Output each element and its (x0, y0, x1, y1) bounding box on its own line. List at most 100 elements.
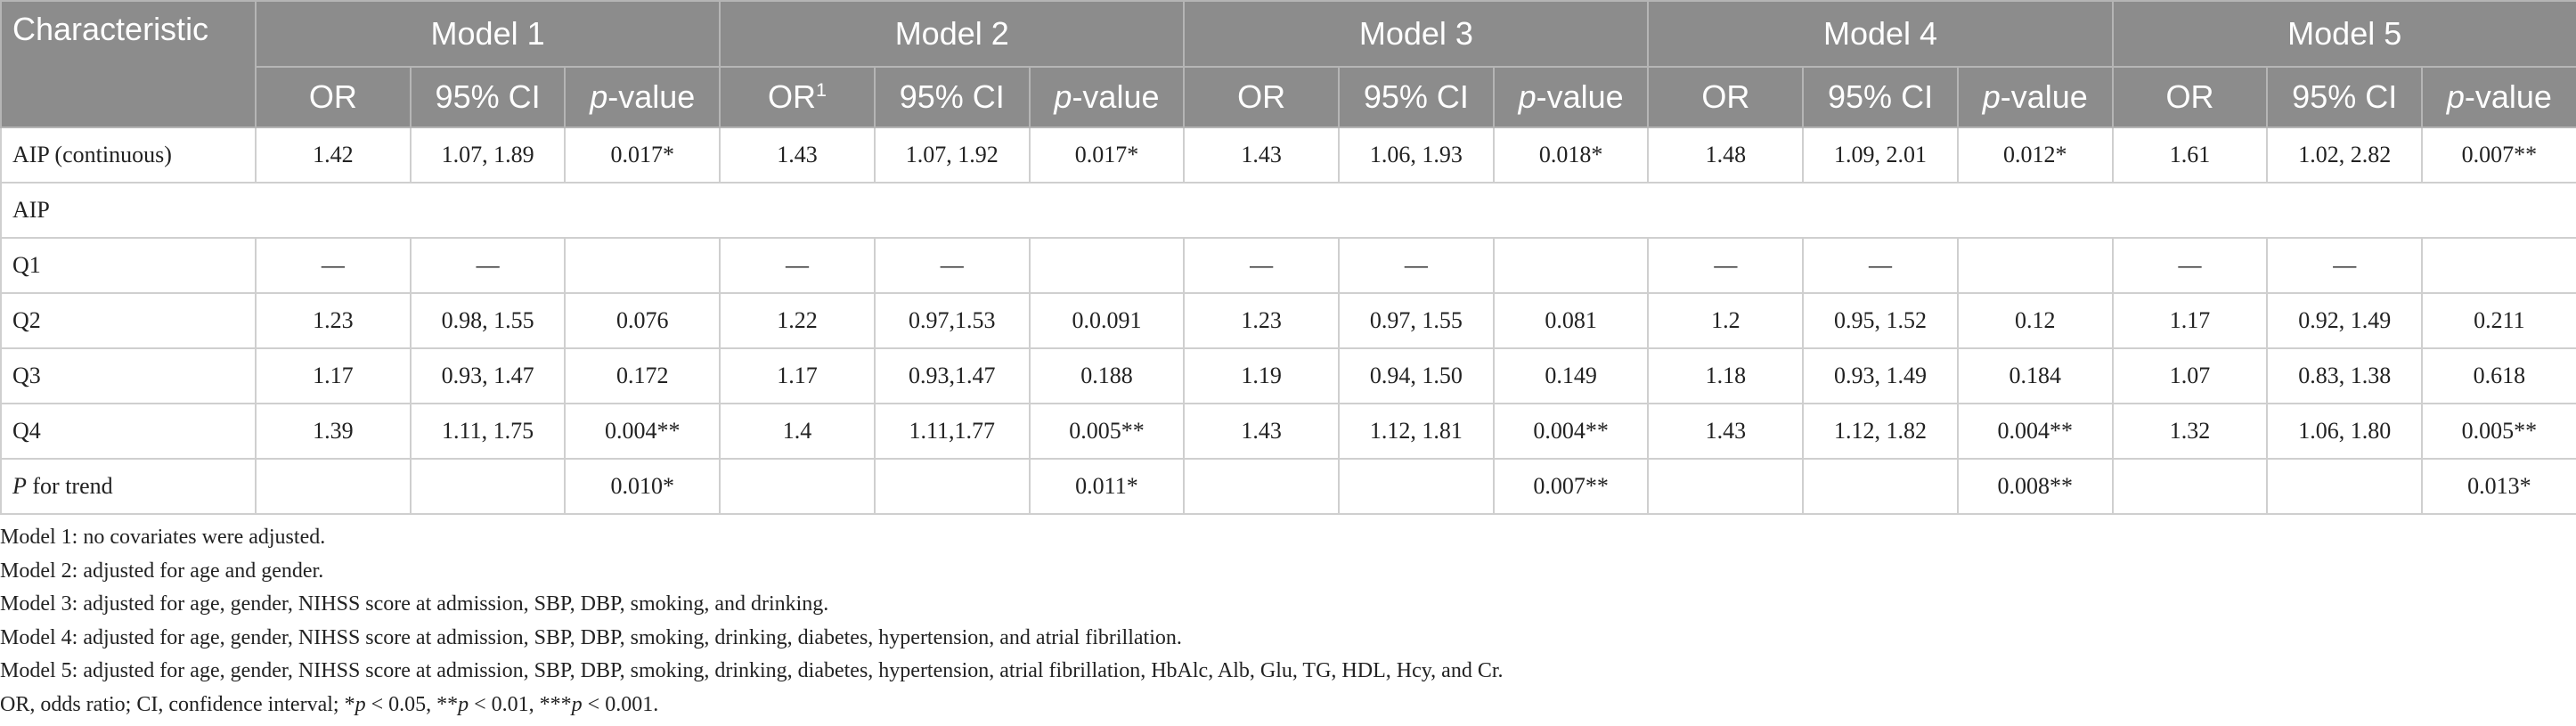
subheader-row: OR 95% CI p-value OR1 95% CI p-value OR 95% CI p… (1, 66, 2576, 128)
table-cell: 0.97,1.53 (873, 292, 1031, 349)
table-row: AIP (continuous) 1.42 1.07, 1.89 0.017* 1.43… (0, 126, 2576, 184)
corner-header: Characteristic (0, 0, 257, 128)
table-cell: 0.184 (1956, 347, 2114, 404)
row-label: Q2 (0, 292, 257, 349)
text-segment: Q1 (12, 252, 41, 278)
table-cell: 1.22 (719, 292, 876, 349)
text-segment: 95% CI (435, 78, 541, 115)
row-label: Q1 (0, 237, 257, 294)
column-header: OR (1183, 66, 1341, 128)
text-segment: 95% CI (1828, 78, 1934, 115)
text-segment: < 0.01, *** (469, 692, 572, 716)
table-cell: — (1338, 237, 1495, 294)
table-cell (1956, 237, 2114, 294)
table-cell: 1.4 (719, 403, 876, 460)
table-cell: 0.93,1.47 (873, 347, 1031, 404)
table-cell: 1.06, 1.93 (1338, 126, 1495, 184)
table-cell: 1.07, 1.92 (873, 126, 1031, 184)
table-cell: 0.93, 1.47 (409, 347, 567, 404)
table-row: Q3 1.17 0.93, 1.47 0.172 1.17 0.93,1.47 0.188 1… (0, 347, 2576, 404)
model-header: Model 3 (1183, 0, 1650, 68)
row-label: AIP (0, 182, 2576, 239)
column-header: OR (255, 66, 412, 128)
text-segment: 95% CI (2292, 78, 2398, 115)
text-segment: OR (308, 78, 357, 115)
footnote: OR, odds ratio; CI, confidence interval;… (0, 689, 1504, 722)
table-cell (255, 458, 412, 515)
table-cell (2266, 458, 2424, 515)
text-segment: p (2446, 78, 2465, 115)
table-cell: — (2111, 237, 2269, 294)
table-row: Q1— — — — — — — — — — (0, 237, 2576, 294)
column-header: 95% CI (2266, 66, 2424, 128)
table-cell: 1.11,1.77 (873, 403, 1031, 460)
table-cell: 0.97, 1.55 (1338, 292, 1495, 349)
text-segment: OR, odds ratio; CI, confidence interval;… (0, 692, 355, 716)
table-cell (1028, 237, 1186, 294)
table-cell: 0.012* (1956, 126, 2114, 184)
table-cell: — (873, 237, 1031, 294)
table-cell (1802, 458, 1959, 515)
footnote: Model 1: no covariates were adjusted. (0, 521, 1504, 555)
table-cell: 1.07 (2111, 347, 2269, 404)
column-header: p-value (564, 66, 721, 128)
table-cell: 0.92, 1.49 (2266, 292, 2424, 349)
table-cell: — (255, 237, 412, 294)
row-label: Q3 (0, 347, 257, 404)
table-cell: 1.43 (1647, 403, 1805, 460)
table-cell: 0.007** (2421, 126, 2576, 184)
table-cell: 0.149 (1492, 347, 1650, 404)
model-header: Model 2 (719, 0, 1186, 68)
row-label: P for trend (0, 458, 257, 515)
table-cell: 0.013* (2421, 458, 2576, 515)
text-segment: OR (1701, 78, 1750, 115)
table-cell: 1.17 (719, 347, 876, 404)
table-cell: 0.172 (564, 347, 721, 404)
text-segment: -value (2464, 78, 2552, 115)
table-cell (873, 458, 1031, 515)
text-segment: p (1982, 78, 2001, 115)
column-header: 95% CI (1802, 66, 1959, 128)
table-cell: 0.95, 1.52 (1802, 292, 1959, 349)
table-cell: 0.98, 1.55 (409, 292, 567, 349)
table-cell: 0.076 (564, 292, 721, 349)
text-segment: Q2 (12, 307, 41, 333)
table-cell: 0.017* (564, 126, 721, 184)
text-segment: -value (2000, 78, 2088, 115)
column-header: OR (2111, 66, 2269, 128)
table-cell: 1.43 (719, 126, 876, 184)
table-cell: 1.12, 1.82 (1802, 403, 1959, 460)
table-cell: 1.39 (255, 403, 412, 460)
table-cell: 1.43 (1183, 126, 1341, 184)
model-header: Model 5 (2111, 0, 2576, 68)
table-cell: 1.18 (1647, 347, 1805, 404)
table-cell: 1.09, 2.01 (1802, 126, 1959, 184)
header-row: Characteristic Model 1 Model 2 Model 3 Mode… (0, 0, 2576, 128)
table-cell: 0.004** (1492, 403, 1650, 460)
column-header: 95% CI (1338, 66, 1495, 128)
table-cell: 0.188 (1028, 347, 1186, 404)
table-cell: 1.11, 1.75 (409, 403, 567, 460)
text-segment: < 0.05, ** (365, 692, 459, 716)
table-cell (1647, 458, 1805, 515)
table-cell: 1.48 (1647, 126, 1805, 184)
table-cell: 1.42 (255, 126, 412, 184)
table-cell: 1.06, 1.80 (2266, 403, 2424, 460)
table-cell: 1.17 (255, 347, 412, 404)
footnote: Model 3: adjusted for age, gender, NIHSS… (0, 588, 1504, 622)
table-cell: — (409, 237, 567, 294)
table-cell: 0.94, 1.50 (1338, 347, 1495, 404)
table-row: AIP (0, 182, 2576, 239)
footnote: Model 4: adjusted for age, gender, NIHSS… (0, 622, 1504, 656)
text-segment: Model 3: adjusted for age, gender, NIHSS… (0, 592, 829, 616)
table-cell: 1.07, 1.89 (409, 126, 567, 184)
table-cell: 0.211 (2421, 292, 2576, 349)
table-cell (409, 458, 567, 515)
footnote: Model 5: adjusted for age, gender, NIHSS… (0, 655, 1504, 689)
text-segment: Model 5: adjusted for age, gender, NIHSS… (0, 659, 1504, 682)
text-segment: -value (607, 78, 696, 115)
row-label: Q4 (0, 403, 257, 460)
text-segment: p (1054, 78, 1072, 115)
table-cell: 0.007** (1492, 458, 1650, 515)
table-cell (1183, 458, 1341, 515)
